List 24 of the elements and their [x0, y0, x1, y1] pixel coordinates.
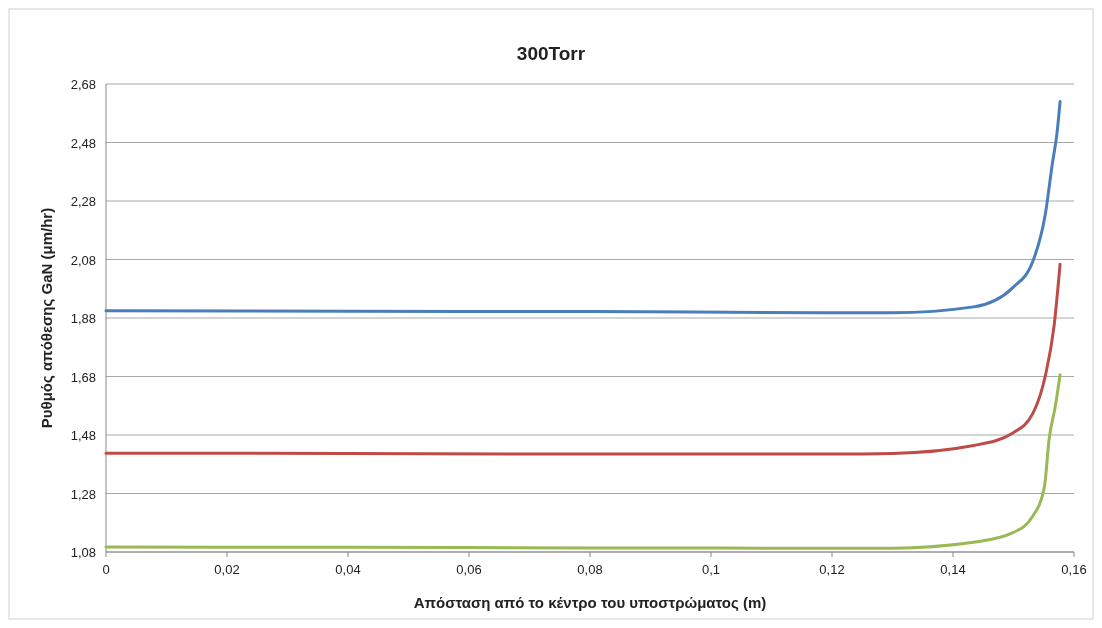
y-tick-label: 2,08 [70, 252, 96, 268]
x-tick-label: 0,04 [335, 562, 361, 577]
y-tick-label: 2,48 [70, 135, 96, 151]
x-tick-label: 0,06 [456, 562, 482, 577]
y-tick-label: 2,28 [70, 194, 96, 209]
y-axis-title: Ρυθμός απόθεσης GaN (μm/hr) [38, 207, 55, 429]
x-tick-label: 0 [102, 562, 110, 577]
y-tick-label: 1,28 [70, 486, 96, 502]
y-tick-label: 1,68 [70, 369, 96, 385]
x-tick-label: 0,16 [1061, 562, 1087, 577]
y-tick-label: 1,08 [70, 545, 96, 560]
x-tick-label: 0,14 [940, 562, 966, 577]
line-series [104, 100, 1062, 315]
line-series [104, 373, 1062, 550]
y-tick-label: 1,88 [70, 311, 96, 326]
x-tick-label: 0,1 [701, 562, 721, 577]
x-axis-title: Απόσταση από το κέντρο του υποστρώματος (m) [413, 594, 767, 611]
line-series [104, 262, 1062, 456]
x-tick-label: 0,12 [819, 562, 845, 577]
y-tick-label: 2,68 [70, 77, 96, 92]
x-tick-label: 0,02 [214, 562, 240, 577]
y-tick-label: 1,48 [70, 428, 96, 443]
chart-title: 300Torr [516, 43, 586, 64]
x-tick-label: 0,08 [577, 562, 603, 577]
